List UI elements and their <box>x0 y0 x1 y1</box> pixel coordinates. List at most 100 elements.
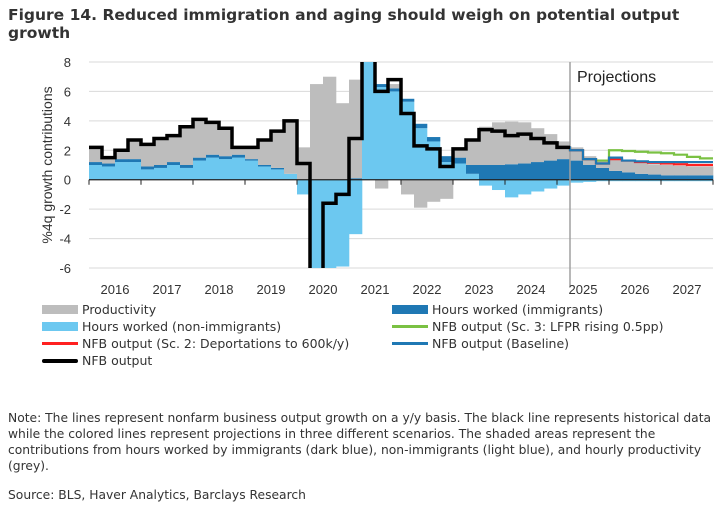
x-tick-label: 2025 <box>569 282 598 297</box>
bar-hours-worked-non-immigrants- <box>661 179 675 182</box>
bar-hours-worked-non-immigrants- <box>258 166 272 180</box>
legend-entry: Productivity <box>42 302 156 317</box>
bar-hours-worked-non-immigrants- <box>401 101 415 180</box>
bar-hours-worked-non-immigrants- <box>89 165 103 180</box>
bar-hours-worked-immigrants- <box>661 175 675 180</box>
note: Note: The lines represent nonfarm busine… <box>8 411 712 473</box>
source: Source: BLS, Haver Analytics, Barclays R… <box>8 488 306 502</box>
bar-hours-worked-immigrants- <box>648 174 662 180</box>
legend-entry: NFB output (Sc. 3: LFPR rising 0.5pp) <box>392 319 663 334</box>
bar-hours-worked-non-immigrants- <box>531 179 545 192</box>
bar-productivity <box>258 139 272 165</box>
bar-hours-worked-non-immigrants- <box>427 141 441 180</box>
bar-productivity <box>141 144 155 167</box>
bar-productivity <box>245 147 259 160</box>
legend-swatch <box>42 342 78 345</box>
bar-hours-worked-immigrants- <box>453 157 467 164</box>
bar-hours-worked-immigrants- <box>687 175 701 180</box>
bar-hours-worked-non-immigrants- <box>648 179 662 182</box>
legend-entry: NFB output (Baseline) <box>392 336 569 351</box>
bar-productivity <box>427 179 441 202</box>
bar-hours-worked-non-immigrants- <box>167 165 181 180</box>
bar-hours-worked-immigrants- <box>128 159 142 163</box>
bar-productivity <box>180 126 194 165</box>
bar-hours-worked-non-immigrants- <box>206 157 220 180</box>
legend-swatch <box>42 358 78 363</box>
bar-productivity <box>479 126 493 165</box>
y-tick-label: 2 <box>64 143 71 158</box>
bar-hours-worked-immigrants- <box>388 88 402 92</box>
y-tick-label: 6 <box>64 84 71 99</box>
bar-hours-worked-immigrants- <box>596 167 610 180</box>
bar-productivity <box>635 162 649 174</box>
bar-hours-worked-immigrants- <box>219 156 233 160</box>
bar-productivity <box>661 165 675 176</box>
bar-productivity <box>206 122 220 155</box>
bar-hours-worked-immigrants- <box>518 163 532 180</box>
bar-hours-worked-non-immigrants- <box>557 179 571 186</box>
legend-entry: Hours worked (immigrants) <box>392 302 603 317</box>
bar-hours-worked-non-immigrants- <box>518 179 532 195</box>
bar-productivity <box>336 103 350 180</box>
legend-label: NFB output (Sc. 2: Deportations to 600k/… <box>82 336 350 351</box>
bar-hours-worked-non-immigrants- <box>492 179 506 191</box>
bar-productivity <box>557 141 571 160</box>
bar-productivity <box>466 139 480 165</box>
bar-hours-worked-non-immigrants- <box>115 162 129 180</box>
legend-label: Hours worked (non-immigrants) <box>82 319 282 334</box>
x-tick-label: 2024 <box>517 282 546 297</box>
bar-productivity <box>583 156 597 165</box>
bar-hours-worked-non-immigrants- <box>505 179 519 198</box>
bar-hours-worked-immigrants- <box>609 170 623 180</box>
bar-hours-worked-immigrants- <box>635 173 649 180</box>
bar-hours-worked-immigrants- <box>466 165 480 174</box>
bar-productivity <box>323 76 337 180</box>
bar-productivity <box>388 84 402 89</box>
legend-label: NFB output (Baseline) <box>432 336 570 351</box>
projections-label: Projections <box>577 69 656 86</box>
bar-hours-worked-immigrants- <box>414 123 428 129</box>
bar-hours-worked-immigrants- <box>349 178 363 180</box>
bar-hours-worked-non-immigrants- <box>310 179 324 268</box>
line-nfb-output-baseline- <box>557 146 713 165</box>
bar-hours-worked-immigrants- <box>531 162 545 180</box>
bar-hours-worked-non-immigrants- <box>245 160 259 180</box>
bar-productivity <box>271 131 285 168</box>
bar-productivity <box>440 179 454 199</box>
bar-hours-worked-non-immigrants- <box>232 157 246 180</box>
bar-hours-worked-non-immigrants- <box>297 179 311 195</box>
bar-hours-worked-non-immigrants- <box>388 91 402 180</box>
bar-productivity <box>232 147 246 155</box>
x-tick-label: 2020 <box>309 282 338 297</box>
bar-productivity <box>89 148 103 163</box>
line-nfb-output <box>89 62 570 268</box>
bar-productivity <box>622 160 636 173</box>
bar-hours-worked-non-immigrants- <box>414 128 428 180</box>
bar-productivity <box>349 79 363 179</box>
bar-hours-worked-non-immigrants- <box>284 173 298 180</box>
x-tick-label: 2019 <box>257 282 286 297</box>
bar-hours-worked-non-immigrants- <box>362 62 376 180</box>
x-tick-label: 2021 <box>361 282 390 297</box>
bar-productivity <box>154 138 168 165</box>
bar-productivity <box>544 134 558 161</box>
bar-hours-worked-non-immigrants- <box>570 179 584 183</box>
bar-hours-worked-non-immigrants- <box>479 179 493 186</box>
bar-hours-worked-immigrants- <box>89 162 103 165</box>
bar-productivity <box>115 150 129 160</box>
bar-hours-worked-non-immigrants- <box>102 166 116 180</box>
bar-hours-worked-immigrants- <box>583 165 597 180</box>
bar-hours-worked-immigrants- <box>427 137 441 142</box>
bar-productivity <box>128 139 142 160</box>
y-tick-label: 4 <box>64 114 71 129</box>
bar-hours-worked-immigrants- <box>479 165 493 180</box>
legend-swatch <box>42 305 78 314</box>
bar-productivity <box>518 122 532 164</box>
bar-hours-worked-immigrants- <box>271 167 285 170</box>
legend-swatch <box>392 305 428 314</box>
bar-productivity <box>609 157 623 171</box>
legend-swatch <box>42 322 78 331</box>
bar-hours-worked-immigrants- <box>674 175 688 180</box>
legend-label: Productivity <box>82 302 157 317</box>
bar-hours-worked-non-immigrants- <box>544 179 558 189</box>
